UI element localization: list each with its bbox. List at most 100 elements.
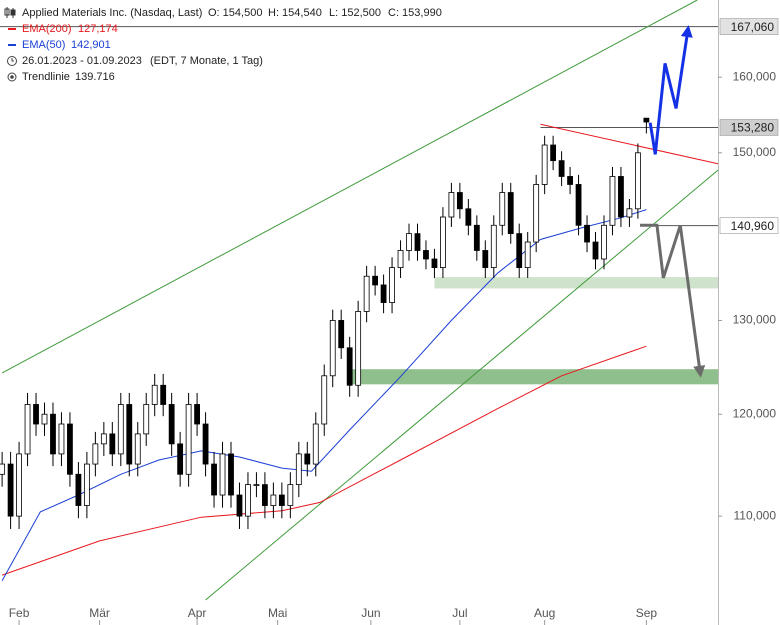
candle-body bbox=[7, 463, 14, 517]
candle-body bbox=[143, 404, 150, 435]
legend-label: EMA(50) bbox=[22, 39, 65, 51]
candle-body bbox=[440, 216, 446, 268]
ohlc-open: O: 154,500 bbox=[208, 7, 262, 19]
candle-body bbox=[567, 176, 573, 185]
candle-body bbox=[41, 413, 48, 425]
price-label: 140,960 bbox=[731, 219, 775, 233]
candle-body bbox=[194, 404, 200, 425]
candle-body bbox=[626, 208, 633, 218]
candle-body bbox=[236, 494, 243, 517]
ohlc-close: C: 153,990 bbox=[388, 7, 442, 19]
x-tick-label: Mär bbox=[89, 606, 110, 620]
candle-body bbox=[245, 484, 251, 517]
price-label-box bbox=[719, 217, 779, 234]
candle-body bbox=[117, 404, 124, 455]
candle-body bbox=[321, 375, 328, 425]
candle-body bbox=[533, 184, 540, 243]
y-tick-label: 160,000 bbox=[733, 69, 777, 83]
trendline-icon bbox=[7, 72, 17, 82]
y-tick-label: 150,000 bbox=[733, 145, 777, 159]
candle-body bbox=[372, 275, 379, 286]
candle-body bbox=[575, 184, 582, 226]
chart-title: Applied Materials Inc. (Nasdaq, Last) bbox=[22, 7, 202, 19]
candle-body bbox=[67, 423, 73, 475]
legend-value: 127,174 bbox=[78, 23, 118, 35]
candle-body bbox=[185, 404, 192, 475]
candle-body bbox=[601, 224, 607, 260]
candle-body bbox=[456, 192, 463, 210]
candle-body bbox=[126, 404, 133, 465]
scenario-arrow bbox=[640, 223, 706, 378]
candle-body bbox=[346, 347, 353, 386]
candle-body bbox=[0, 463, 6, 475]
candle-body bbox=[295, 453, 302, 486]
candle-body bbox=[482, 250, 489, 268]
ohlc-low: L: 152,500 bbox=[329, 7, 381, 19]
legend: Applied Materials Inc. (Nasdaq, Last) O:… bbox=[4, 7, 442, 83]
candle-body bbox=[58, 423, 65, 455]
ema-line bbox=[1, 345, 647, 576]
period-note: (EDT, 7 Monate, 1 Tag) bbox=[150, 55, 263, 67]
candle-body bbox=[592, 241, 599, 260]
candle-body bbox=[75, 473, 82, 506]
candle-body bbox=[270, 494, 277, 506]
candle-body bbox=[262, 484, 268, 506]
trendline-icon-dot bbox=[10, 75, 14, 79]
candle-icon bbox=[4, 7, 16, 18]
candle-body bbox=[134, 433, 141, 465]
candle-body bbox=[507, 192, 514, 235]
candle-body bbox=[287, 484, 294, 506]
candle-body bbox=[160, 384, 167, 405]
candle-body bbox=[219, 453, 226, 496]
ohlc-high: H: 154,540 bbox=[268, 7, 322, 19]
candle-body bbox=[109, 433, 116, 455]
legend-label: EMA(200) bbox=[22, 23, 72, 35]
trendline-value: 139.716 bbox=[75, 71, 115, 83]
candle-body bbox=[329, 320, 336, 377]
candle-body bbox=[312, 423, 319, 465]
candle-body bbox=[278, 494, 285, 506]
candle-body bbox=[363, 275, 370, 312]
x-tick-label: Feb bbox=[9, 606, 30, 620]
candle-body bbox=[406, 233, 412, 251]
candle-body bbox=[473, 224, 480, 251]
clock-hands bbox=[11, 58, 14, 62]
candle-body bbox=[211, 463, 217, 496]
x-tick-label: Apr bbox=[188, 606, 207, 620]
x-tick-label: Sep bbox=[636, 606, 658, 620]
support-zone bbox=[434, 277, 718, 289]
x-tick-label: Aug bbox=[534, 606, 555, 620]
candle-body bbox=[304, 453, 311, 465]
candle-body bbox=[558, 160, 565, 177]
candle-body bbox=[423, 250, 429, 260]
candle-body bbox=[168, 404, 175, 445]
ema-line bbox=[1, 209, 647, 581]
candle-body bbox=[541, 144, 548, 185]
candle-body bbox=[448, 192, 455, 218]
candle-body bbox=[643, 117, 650, 123]
candle-body bbox=[83, 463, 90, 506]
candle-body bbox=[100, 433, 107, 445]
trendline bbox=[540, 123, 719, 165]
x-tick-label: Mai bbox=[268, 606, 287, 620]
candle-body bbox=[16, 453, 22, 517]
candle-body bbox=[584, 224, 590, 243]
candle-body bbox=[50, 413, 56, 455]
candle-body bbox=[389, 267, 395, 303]
price-label-box bbox=[719, 18, 779, 35]
candle-body bbox=[524, 241, 531, 268]
price-label-box bbox=[719, 119, 779, 136]
y-tick-label: 120,000 bbox=[733, 406, 777, 420]
candle-body bbox=[24, 404, 31, 455]
x-tick-label: Jul bbox=[452, 606, 467, 620]
y-tick-label: 110,000 bbox=[734, 508, 777, 522]
candle-body bbox=[431, 258, 438, 268]
candle-body bbox=[465, 208, 472, 226]
scenario-arrow bbox=[648, 25, 693, 155]
candle-body bbox=[380, 284, 387, 303]
candle-body bbox=[490, 224, 497, 268]
legend-value: 142,901 bbox=[71, 39, 111, 51]
candle-body bbox=[253, 484, 260, 487]
